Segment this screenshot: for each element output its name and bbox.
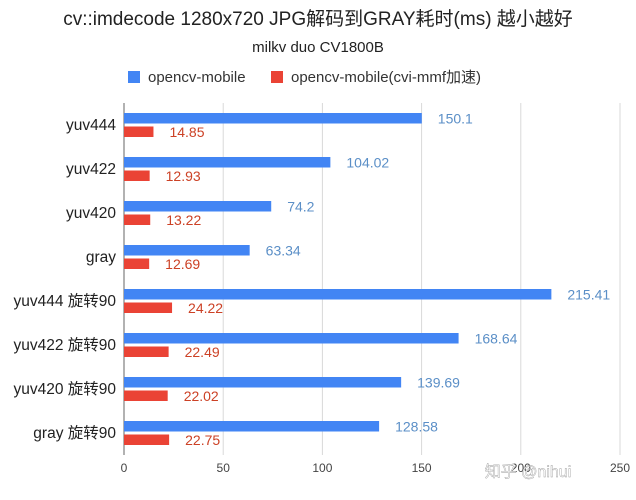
x-tick-label: 100: [312, 461, 332, 475]
bar-opencv-mobile: [124, 333, 459, 344]
bar-opencv-mobile: [124, 245, 250, 256]
bar-cvi-mmf: [124, 214, 151, 225]
category-label: yuv420: [66, 205, 116, 222]
chart-subtitle: milkv duo CV1800B: [252, 39, 384, 56]
data-label: 12.93: [166, 168, 201, 184]
legend-swatch-cvi-mmf: [271, 71, 283, 83]
chart-title: cv::imdecode 1280x720 JPG解码到GRAY耗时(ms) 越…: [63, 8, 573, 30]
category-label: yuv422: [66, 161, 116, 178]
category-label: yuv444: [66, 117, 116, 134]
data-label: 22.49: [185, 344, 220, 360]
data-label: 63.34: [266, 242, 301, 258]
data-label: 139.69: [417, 374, 460, 390]
value-labels: 150.1 14.85 104.02 12.93 74.2 13.22 63.34 12.69…: [165, 110, 610, 448]
data-label: 14.85: [169, 124, 204, 140]
bar-opencv-mobile: [124, 201, 272, 212]
data-label: 13.22: [166, 212, 201, 228]
data-label: 104.02: [346, 154, 389, 170]
data-label: 22.75: [185, 432, 220, 448]
x-tick-label: 150: [412, 461, 432, 475]
data-label: 168.64: [475, 330, 518, 346]
legend-swatch-opencv-mobile: [128, 71, 140, 83]
bar-cvi-mmf: [124, 302, 173, 313]
data-label: 215.41: [567, 286, 610, 302]
bar-opencv-mobile: [124, 421, 380, 432]
watermark: 知乎 @nihui: [485, 463, 572, 481]
x-tick-label: 0: [121, 461, 128, 475]
legend: opencv-mobile opencv-mobile(cvi-mmf加速): [128, 69, 481, 86]
x-tick-label: 250: [610, 461, 630, 475]
category-label: gray: [86, 249, 116, 266]
bar-opencv-mobile: [124, 113, 422, 124]
bar-opencv-mobile: [124, 157, 331, 168]
bar-cvi-mmf: [124, 434, 170, 445]
category-labels: yuv444 yuv422 yuv420 gray yuv444 旋转90 yuv422 …: [13, 117, 116, 442]
data-label: 24.22: [188, 300, 223, 316]
x-tick-label: 50: [217, 461, 231, 475]
legend-label-opencv-mobile: opencv-mobile: [148, 69, 246, 86]
x-tick-label: 200: [511, 461, 531, 475]
bar-cvi-mmf: [124, 258, 150, 269]
bar-cvi-mmf: [124, 170, 150, 181]
data-label: 22.02: [184, 388, 219, 404]
data-label: 74.2: [287, 198, 314, 214]
bar-opencv-mobile: [124, 377, 402, 388]
legend-label-cvi-mmf: opencv-mobile(cvi-mmf加速): [291, 69, 481, 86]
data-label: 128.58: [395, 418, 438, 434]
bar-cvi-mmf: [124, 390, 168, 401]
bar-cvi-mmf: [124, 126, 154, 137]
bars: [124, 113, 552, 445]
category-label: gray 旋转90: [33, 424, 116, 442]
category-label: yuv422 旋转90: [13, 336, 116, 354]
bar-cvi-mmf: [124, 346, 169, 357]
x-tick-labels: 0 50 100 150 200 250: [121, 461, 631, 475]
category-label: yuv420 旋转90: [13, 380, 116, 398]
bar-opencv-mobile: [124, 289, 552, 300]
category-label: yuv444 旋转90: [13, 292, 116, 310]
data-label: 150.1: [438, 110, 473, 126]
data-label: 12.69: [165, 256, 200, 272]
